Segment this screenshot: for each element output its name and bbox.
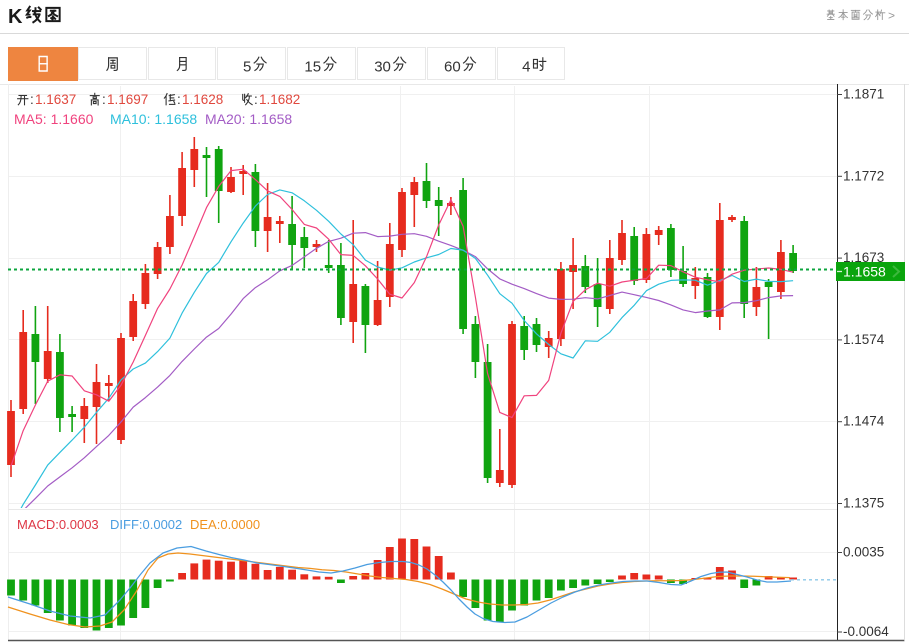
svg-text:MA20: 1.1658: MA20: 1.1658 <box>205 111 292 127</box>
svg-text:1.1628: 1.1628 <box>182 92 223 107</box>
svg-text:4: 4 <box>522 59 530 76</box>
svg-text::: : <box>254 92 258 107</box>
svg-text:DEA:0.0000: DEA:0.0000 <box>190 517 260 532</box>
svg-text:-0.0064: -0.0064 <box>843 624 889 639</box>
svg-text:1.1658: 1.1658 <box>843 264 886 280</box>
svg-text:1.1772: 1.1772 <box>843 168 884 183</box>
svg-text:1.1474: 1.1474 <box>843 414 885 429</box>
svg-text:K: K <box>8 6 23 28</box>
svg-text:5: 5 <box>243 59 251 76</box>
svg-text:>: > <box>888 9 895 23</box>
svg-text:1.1637: 1.1637 <box>35 92 76 107</box>
svg-text:MA5: 1.1660: MA5: 1.1660 <box>14 111 94 127</box>
svg-text:15: 15 <box>304 59 321 76</box>
svg-text:1.1697: 1.1697 <box>107 92 148 107</box>
svg-text:MA10: 1.1658: MA10: 1.1658 <box>110 111 197 127</box>
svg-text:1.1871: 1.1871 <box>843 87 884 102</box>
svg-text:DIFF:0.0002: DIFF:0.0002 <box>110 517 182 532</box>
svg-text:1.1673: 1.1673 <box>843 250 884 265</box>
svg-text:30: 30 <box>374 59 391 76</box>
svg-text::: : <box>30 92 34 107</box>
svg-text:MACD:0.0003: MACD:0.0003 <box>17 517 99 532</box>
svg-text::: : <box>177 92 181 107</box>
svg-text:1.1375: 1.1375 <box>843 496 884 511</box>
svg-text:0.0035: 0.0035 <box>843 545 884 560</box>
svg-text::: : <box>102 92 106 107</box>
svg-text:60: 60 <box>444 59 461 76</box>
svg-text:1.1574: 1.1574 <box>843 332 885 347</box>
svg-text:1.1682: 1.1682 <box>259 92 300 107</box>
